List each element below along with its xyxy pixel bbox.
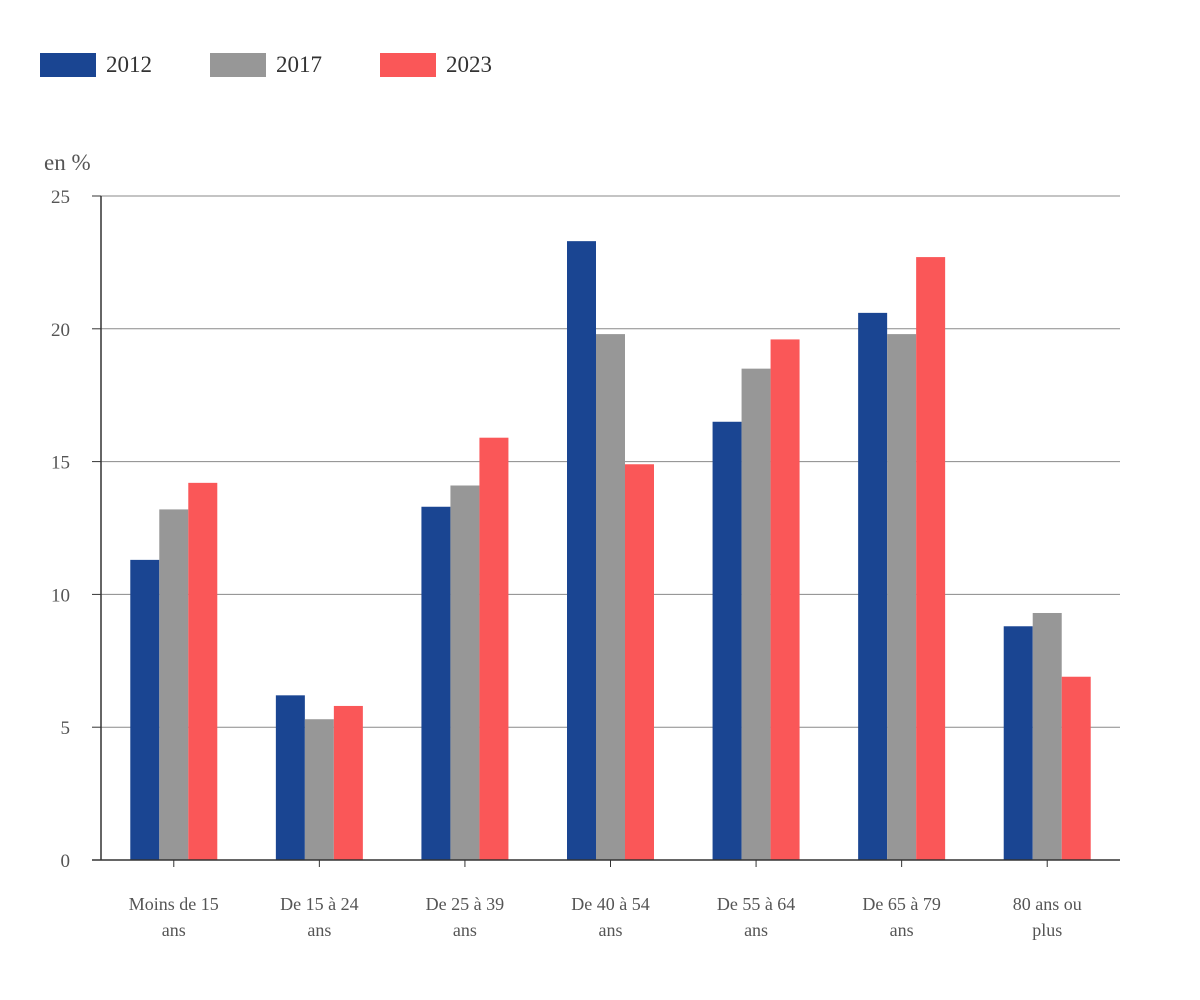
legend-swatch-2012 [40, 53, 96, 77]
bar-2023-2 [479, 437, 509, 860]
bar-2017-1 [304, 719, 334, 860]
x-category-label-6: 80 ans ou plus [1013, 894, 1082, 940]
bar-2017-0 [159, 509, 189, 860]
y-tick-label-5: 5 [61, 718, 71, 739]
bar-2012-1 [275, 695, 305, 860]
chart-legend: 2012 2017 2023 [40, 52, 550, 78]
bar-2012-5 [858, 312, 888, 860]
x-category-label-line: ans [453, 920, 477, 940]
x-category-label-1: De 15 à 24 ans [280, 894, 358, 940]
bar-2017-6 [1032, 612, 1062, 860]
legend-swatch-2017 [210, 53, 266, 77]
y-tick-label-25: 25 [51, 187, 70, 208]
legend-label-2012: 2012 [106, 52, 152, 77]
x-category-label-line: Moins de 15 [129, 894, 219, 914]
x-category-label-5: De 65 à 79 ans [862, 894, 940, 940]
legend-item-2012: 2012 [40, 52, 152, 78]
bar-2012-4 [712, 421, 742, 860]
x-category-label-line: ans [599, 920, 623, 940]
bar-2023-0 [188, 482, 218, 860]
y-tick-label-0: 0 [61, 851, 71, 872]
legend-swatch-2023 [380, 53, 436, 77]
y-axis-ticks: 0 5 10 15 20 25 [51, 187, 101, 872]
legend-label-2023: 2023 [446, 52, 492, 77]
x-category-label-line: plus [1032, 920, 1062, 940]
bar-2012-3 [567, 241, 596, 861]
x-category-label-line: ans [162, 920, 186, 940]
x-category-label-line: De 15 à 24 [280, 894, 358, 914]
x-category-label-0: Moins de 15 ans [129, 894, 219, 940]
bar-2012-2 [421, 506, 451, 860]
bar-2017-2 [450, 485, 480, 860]
legend-item-2017: 2017 [210, 52, 322, 78]
bars [130, 241, 1091, 861]
bar-2023-5 [916, 257, 946, 860]
y-tick-label-10: 10 [51, 585, 70, 606]
y-tick-label-20: 20 [51, 320, 70, 341]
legend-item-2023: 2023 [380, 52, 492, 78]
x-category-label-4: De 55 à 64 ans [717, 894, 795, 940]
x-axis-labels: Moins de 15 ans De 15 à 24 ans De 25 à 39 ans… [129, 860, 1082, 940]
y-tick-label-15: 15 [51, 453, 70, 474]
x-category-label-line: ans [744, 920, 768, 940]
bar-2017-4 [741, 368, 771, 860]
x-category-label-line: De 55 à 64 [717, 894, 795, 914]
x-category-label-line: De 40 à 54 [571, 894, 649, 914]
bar-2023-1 [333, 705, 363, 860]
x-category-label-line: ans [307, 920, 331, 940]
bar-2012-0 [130, 559, 160, 860]
bar-2017-3 [596, 334, 625, 860]
x-category-label-line: De 25 à 39 [426, 894, 504, 914]
bar-2023-4 [770, 339, 800, 860]
bar-2023-6 [1061, 676, 1091, 860]
legend-label-2017: 2017 [276, 52, 322, 77]
bar-2012-6 [1003, 626, 1033, 860]
x-category-label-2: De 25 à 39 ans [426, 894, 504, 940]
x-category-label-line: De 65 à 79 [862, 894, 940, 914]
x-category-label-3: De 40 à 54 ans [571, 894, 649, 940]
x-category-label-line: 80 ans ou [1013, 894, 1082, 914]
bar-2017-5 [887, 334, 917, 860]
y-axis-unit-label: en % [44, 150, 91, 175]
bar-2023-3 [625, 464, 654, 860]
x-category-label-line: ans [890, 920, 914, 940]
